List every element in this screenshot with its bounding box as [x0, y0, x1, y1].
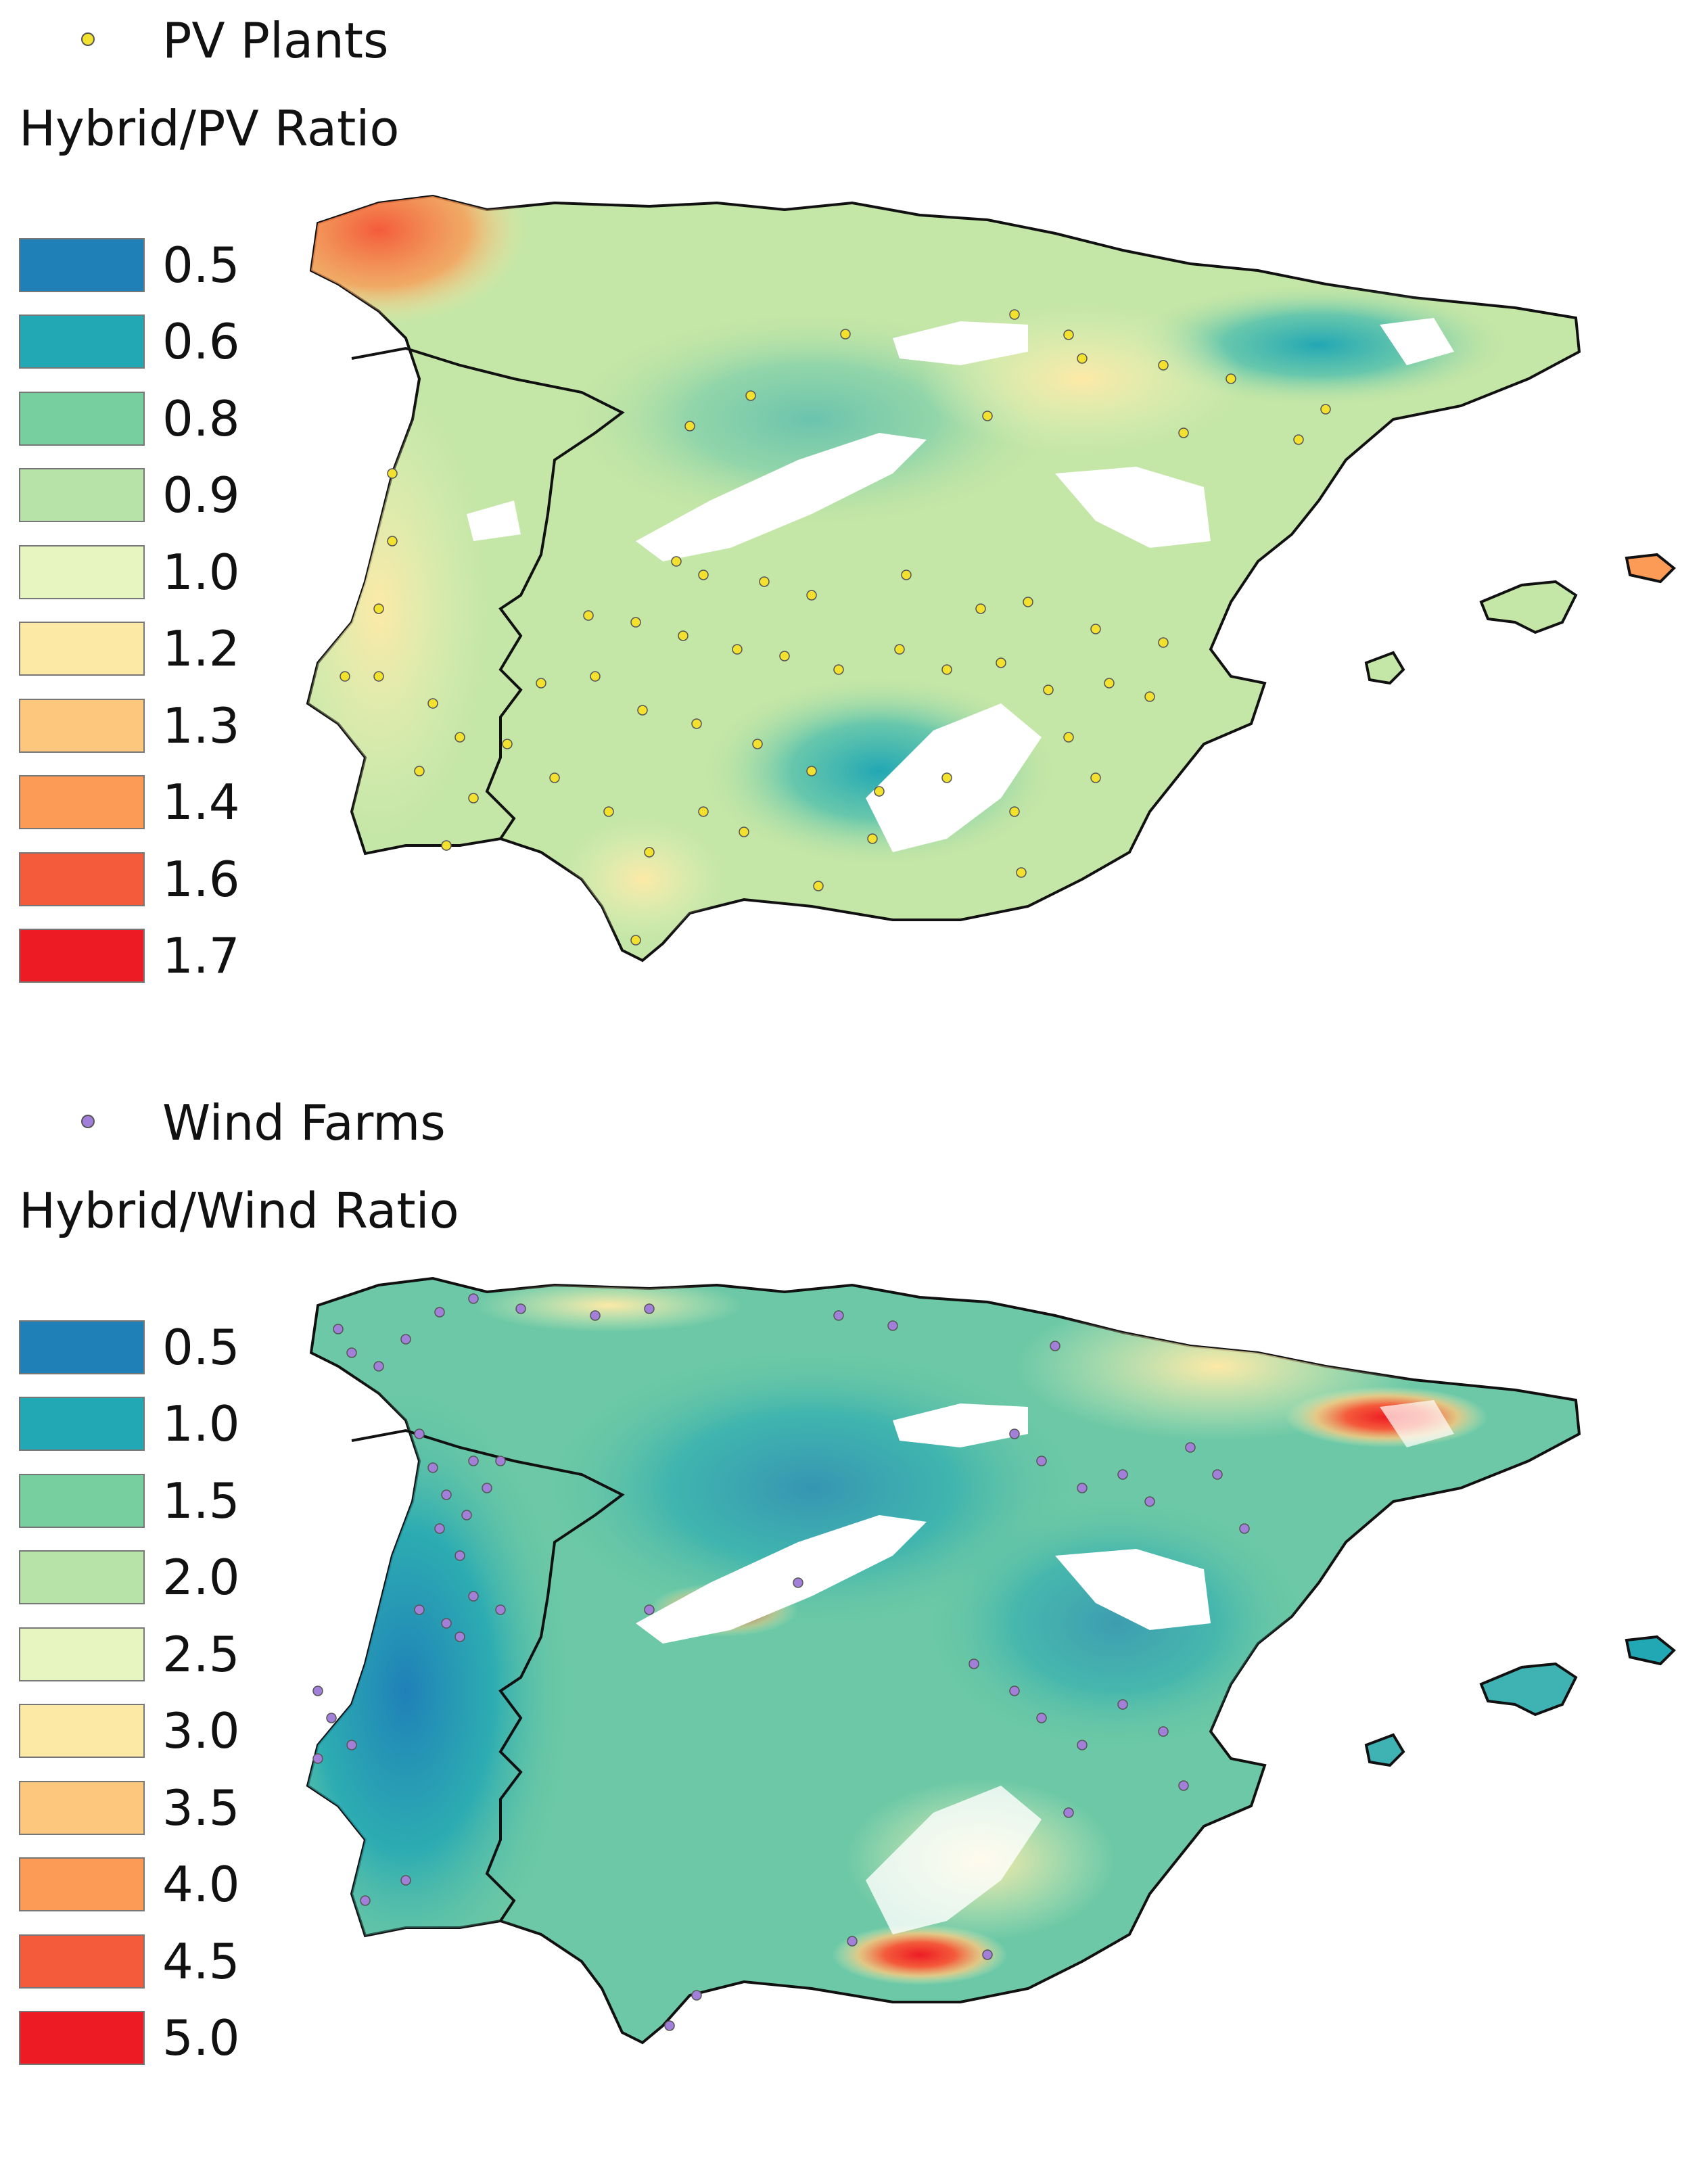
legend-label: 1.6	[162, 850, 240, 908]
pv-legend: 0.5 0.6 0.8 0.9 1.0 1.2 1.3 1.4 1.6 1.7	[19, 227, 240, 994]
legend-label: 0.9	[162, 467, 240, 524]
legend-label: 1.0	[162, 543, 240, 601]
legend-swatch	[19, 622, 145, 676]
legend-swatch	[19, 1857, 145, 1912]
legend-row: 0.5	[19, 1309, 240, 1386]
legend-row: 1.2	[19, 611, 240, 688]
legend-label: 1.3	[162, 697, 240, 754]
legend-label: 0.6	[162, 313, 240, 371]
legend-swatch	[19, 775, 145, 830]
legend-label: 1.5	[162, 1472, 240, 1529]
legend-swatch	[19, 237, 145, 292]
legend-swatch	[19, 929, 145, 983]
legend-label: 4.5	[162, 1932, 240, 1990]
wind-ratio-map	[306, 1276, 1676, 2045]
legend-swatch	[19, 1397, 145, 1451]
legend-swatch	[19, 1934, 145, 1989]
legend-label: 1.0	[162, 1395, 240, 1453]
wind-map-panel: Wind Farms Hybrid/Wind Ratio 0.5 1.0 1.5…	[0, 1082, 1703, 2164]
legend-row: 5.0	[19, 2000, 240, 2077]
legend-row: 1.7	[19, 918, 240, 995]
legend-row: 3.0	[19, 1693, 240, 1770]
pv-plant-points	[340, 309, 1331, 946]
wind-legend: 0.5 1.0 1.5 2.0 2.5 3.0 3.5 4.0 4.5 5.0	[19, 1309, 240, 2076]
legend-label: 1.2	[162, 620, 240, 678]
legend-swatch	[19, 468, 145, 523]
legend-label: 0.8	[162, 390, 240, 447]
legend-row: 2.5	[19, 1616, 240, 1693]
legend-row: 0.8	[19, 380, 240, 457]
legend-row: 1.0	[19, 534, 240, 611]
legend-row: 1.6	[19, 841, 240, 918]
pv-plant-marker-icon	[81, 32, 95, 46]
legend-row: 4.5	[19, 1923, 240, 2000]
legend-label: 2.0	[162, 1549, 240, 1606]
legend-row: 1.5	[19, 1462, 240, 1539]
legend-swatch	[19, 1473, 145, 1528]
pv-map-panel: PV Plants Hybrid/PV Ratio 0.5 0.6 0.8 0.…	[0, 0, 1703, 1082]
legend-swatch	[19, 1627, 145, 1681]
legend-label: 1.4	[162, 774, 240, 831]
legend-label: 2.5	[162, 1625, 240, 1683]
legend-row: 1.3	[19, 687, 240, 764]
legend-label: 0.5	[162, 1318, 240, 1376]
legend-swatch	[19, 544, 145, 599]
legend-row: 4.0	[19, 1846, 240, 1924]
legend-swatch	[19, 852, 145, 906]
legend-swatch	[19, 1704, 145, 1759]
wind-ratio-title: Hybrid/Wind Ratio	[19, 1182, 459, 1239]
legend-swatch	[19, 391, 145, 446]
legend-swatch	[19, 698, 145, 753]
legend-label: 0.5	[162, 236, 240, 294]
legend-row: 2.0	[19, 1539, 240, 1617]
legend-row: 1.4	[19, 764, 240, 841]
legend-row: 0.6	[19, 304, 240, 381]
legend-row: 1.0	[19, 1386, 240, 1463]
legend-swatch	[19, 1320, 145, 1374]
legend-label: 1.7	[162, 927, 240, 985]
legend-swatch	[19, 1550, 145, 1605]
legend-swatch	[19, 1780, 145, 1835]
legend-row: 0.9	[19, 457, 240, 534]
pv-ratio-title: Hybrid/PV Ratio	[19, 100, 400, 157]
pv-plants-label: PV Plants	[162, 12, 389, 69]
wind-farm-marker-icon	[81, 1115, 95, 1128]
legend-label: 5.0	[162, 2009, 240, 2067]
legend-swatch	[19, 315, 145, 369]
legend-label: 4.0	[162, 1856, 240, 1913]
legend-row: 0.5	[19, 227, 240, 304]
pv-ratio-map	[306, 194, 1676, 962]
legend-swatch	[19, 2011, 145, 2066]
legend-row: 3.5	[19, 1769, 240, 1846]
wind-farms-label: Wind Farms	[162, 1094, 446, 1151]
legend-label: 3.5	[162, 1779, 240, 1836]
wind-farm-points	[312, 1293, 1250, 2031]
legend-label: 3.0	[162, 1702, 240, 1760]
